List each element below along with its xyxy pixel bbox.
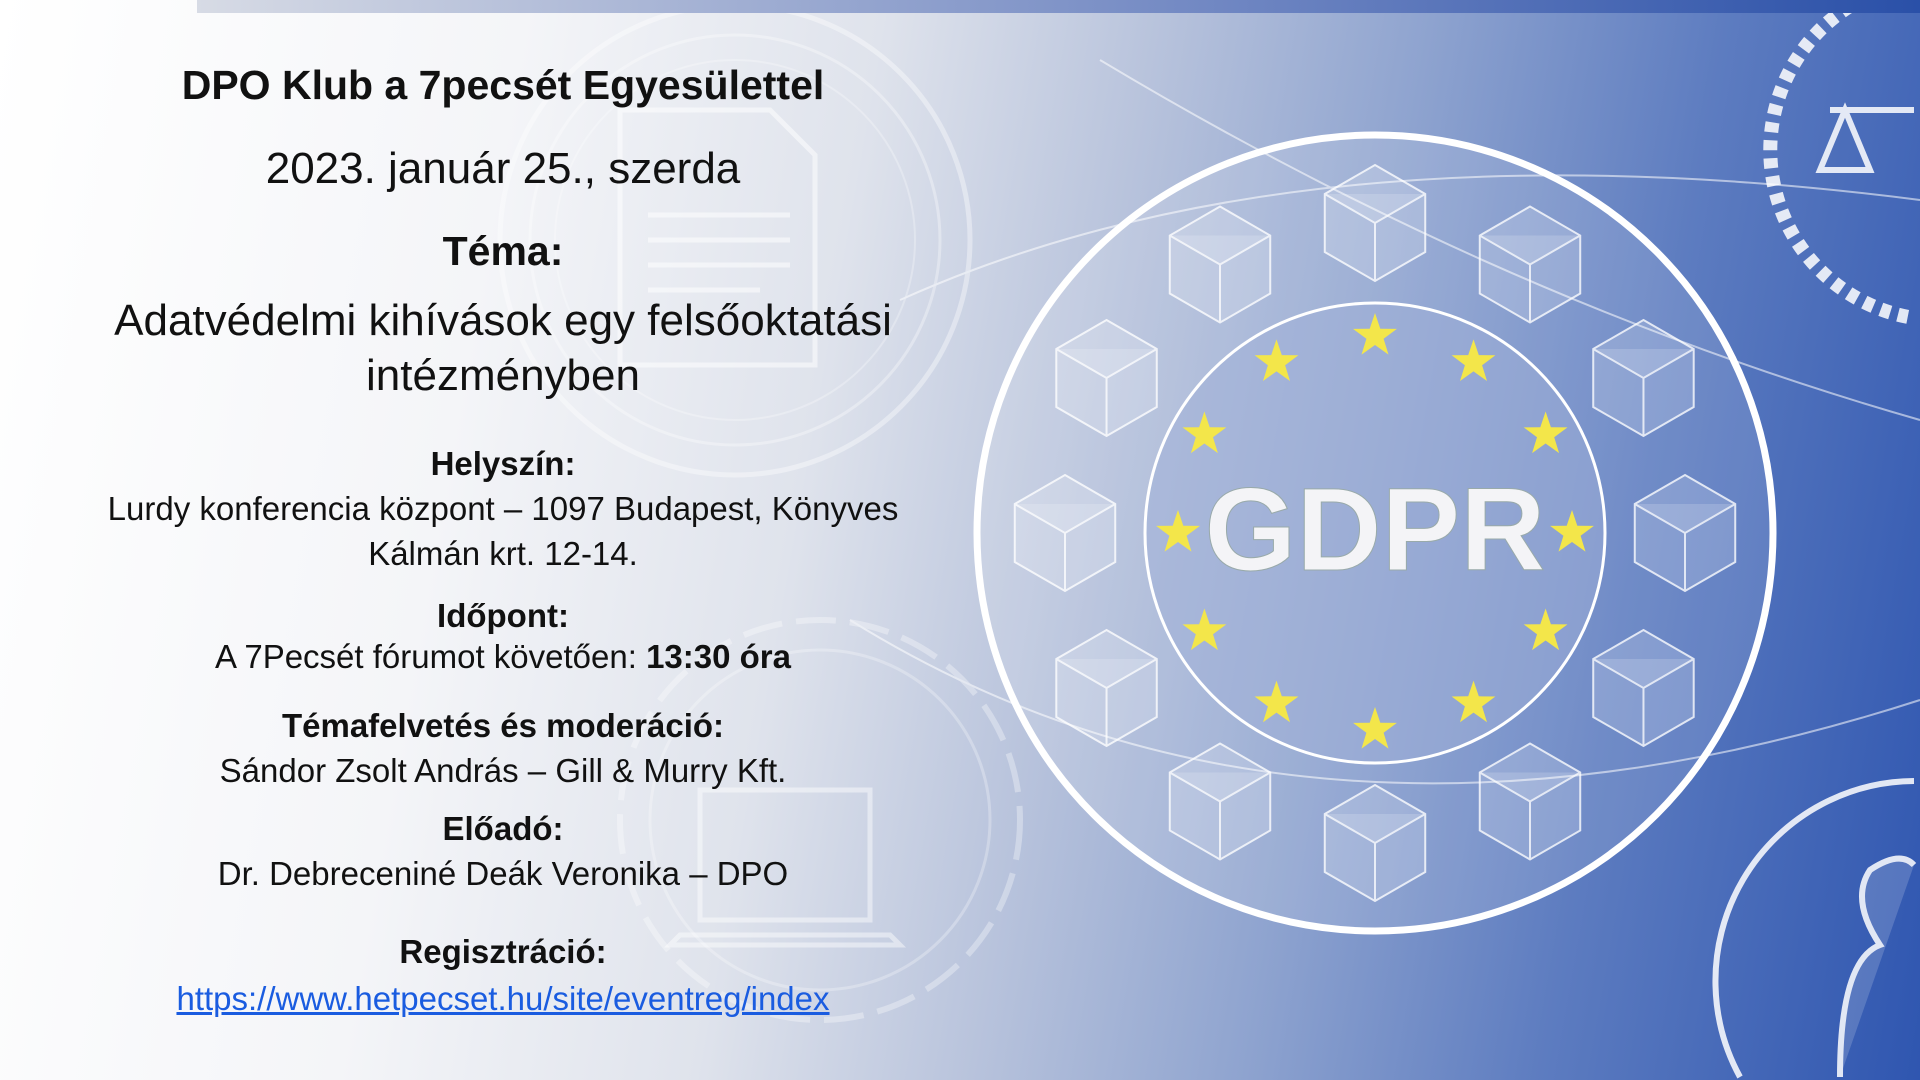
laptop-icon <box>663 787 907 948</box>
venue-label: Helyszín: <box>430 445 576 482</box>
cube-icon <box>1013 473 1117 593</box>
star-icon <box>1451 339 1496 381</box>
cube-icon <box>1055 318 1158 438</box>
star-icon <box>1353 707 1397 749</box>
speaker-name: Dr. Debreceniné Deák Veronika – DPO <box>217 855 789 892</box>
star-icon <box>1523 411 1568 454</box>
time-line: A 7Pecsét fórumot követően: 13:30 óra <box>0 638 1006 676</box>
cube-icon <box>1478 742 1582 861</box>
cube-icon <box>1478 205 1582 324</box>
page-title: DPO Klub a 7pecsét Egyesülettel <box>181 62 825 108</box>
registration-link[interactable]: https://www.hetpecset.hu/site/eventreg/i… <box>176 980 830 1017</box>
gdpr-text: GDPR <box>1205 464 1546 596</box>
cube-icon <box>1592 628 1695 748</box>
star-icon <box>1254 680 1299 723</box>
topic-label: Téma: <box>442 228 564 274</box>
cube-icon <box>1168 742 1272 861</box>
cube-icon <box>1168 205 1272 324</box>
venue-line-1: Lurdy konferencia központ – 1097 Budapes… <box>107 490 899 527</box>
top-bar <box>197 0 1920 13</box>
venue-line-2: Kálmán krt. 12-14. <box>368 535 638 572</box>
scales-icon <box>1763 0 1916 325</box>
star-icon <box>1353 313 1397 355</box>
cube-icon <box>1323 783 1427 903</box>
star-icon <box>1156 510 1200 552</box>
speaker-label: Előadó: <box>442 810 564 847</box>
document-icon <box>617 107 818 368</box>
star-icon <box>1254 339 1299 381</box>
cube-icon <box>1055 628 1158 748</box>
cube-icon <box>1323 163 1427 283</box>
time-label: Időpont: <box>437 597 569 634</box>
time-value: 13:30 óra <box>646 638 792 675</box>
cube-icon <box>1592 318 1695 438</box>
star-icon <box>1550 510 1594 552</box>
moderation-label: Témafelvetés és moderáció: <box>281 707 725 744</box>
star-icon <box>1451 680 1496 723</box>
topic-line-1: Adatvédelmi kihívások egy felsőoktatási <box>114 296 892 345</box>
event-date: 2023. január 25., szerda <box>265 144 741 193</box>
registration-line: https://www.hetpecset.hu/site/eventreg/i… <box>0 980 1006 1018</box>
time-prefix: A 7Pecsét fórumot követően: <box>214 638 647 675</box>
moderator-name: Sándor Zsolt András – Gill & Murry Kft. <box>219 752 787 789</box>
gdpr-emblem: GDPR <box>973 131 1777 935</box>
star-icon <box>1182 411 1227 454</box>
star-icon <box>1182 608 1227 651</box>
registration-label: Regisztráció: <box>399 933 607 970</box>
topic-line-2: intézményben <box>366 351 640 400</box>
star-icon <box>1523 608 1568 651</box>
person-icon <box>1712 778 1917 1079</box>
cube-icon <box>1633 473 1737 593</box>
